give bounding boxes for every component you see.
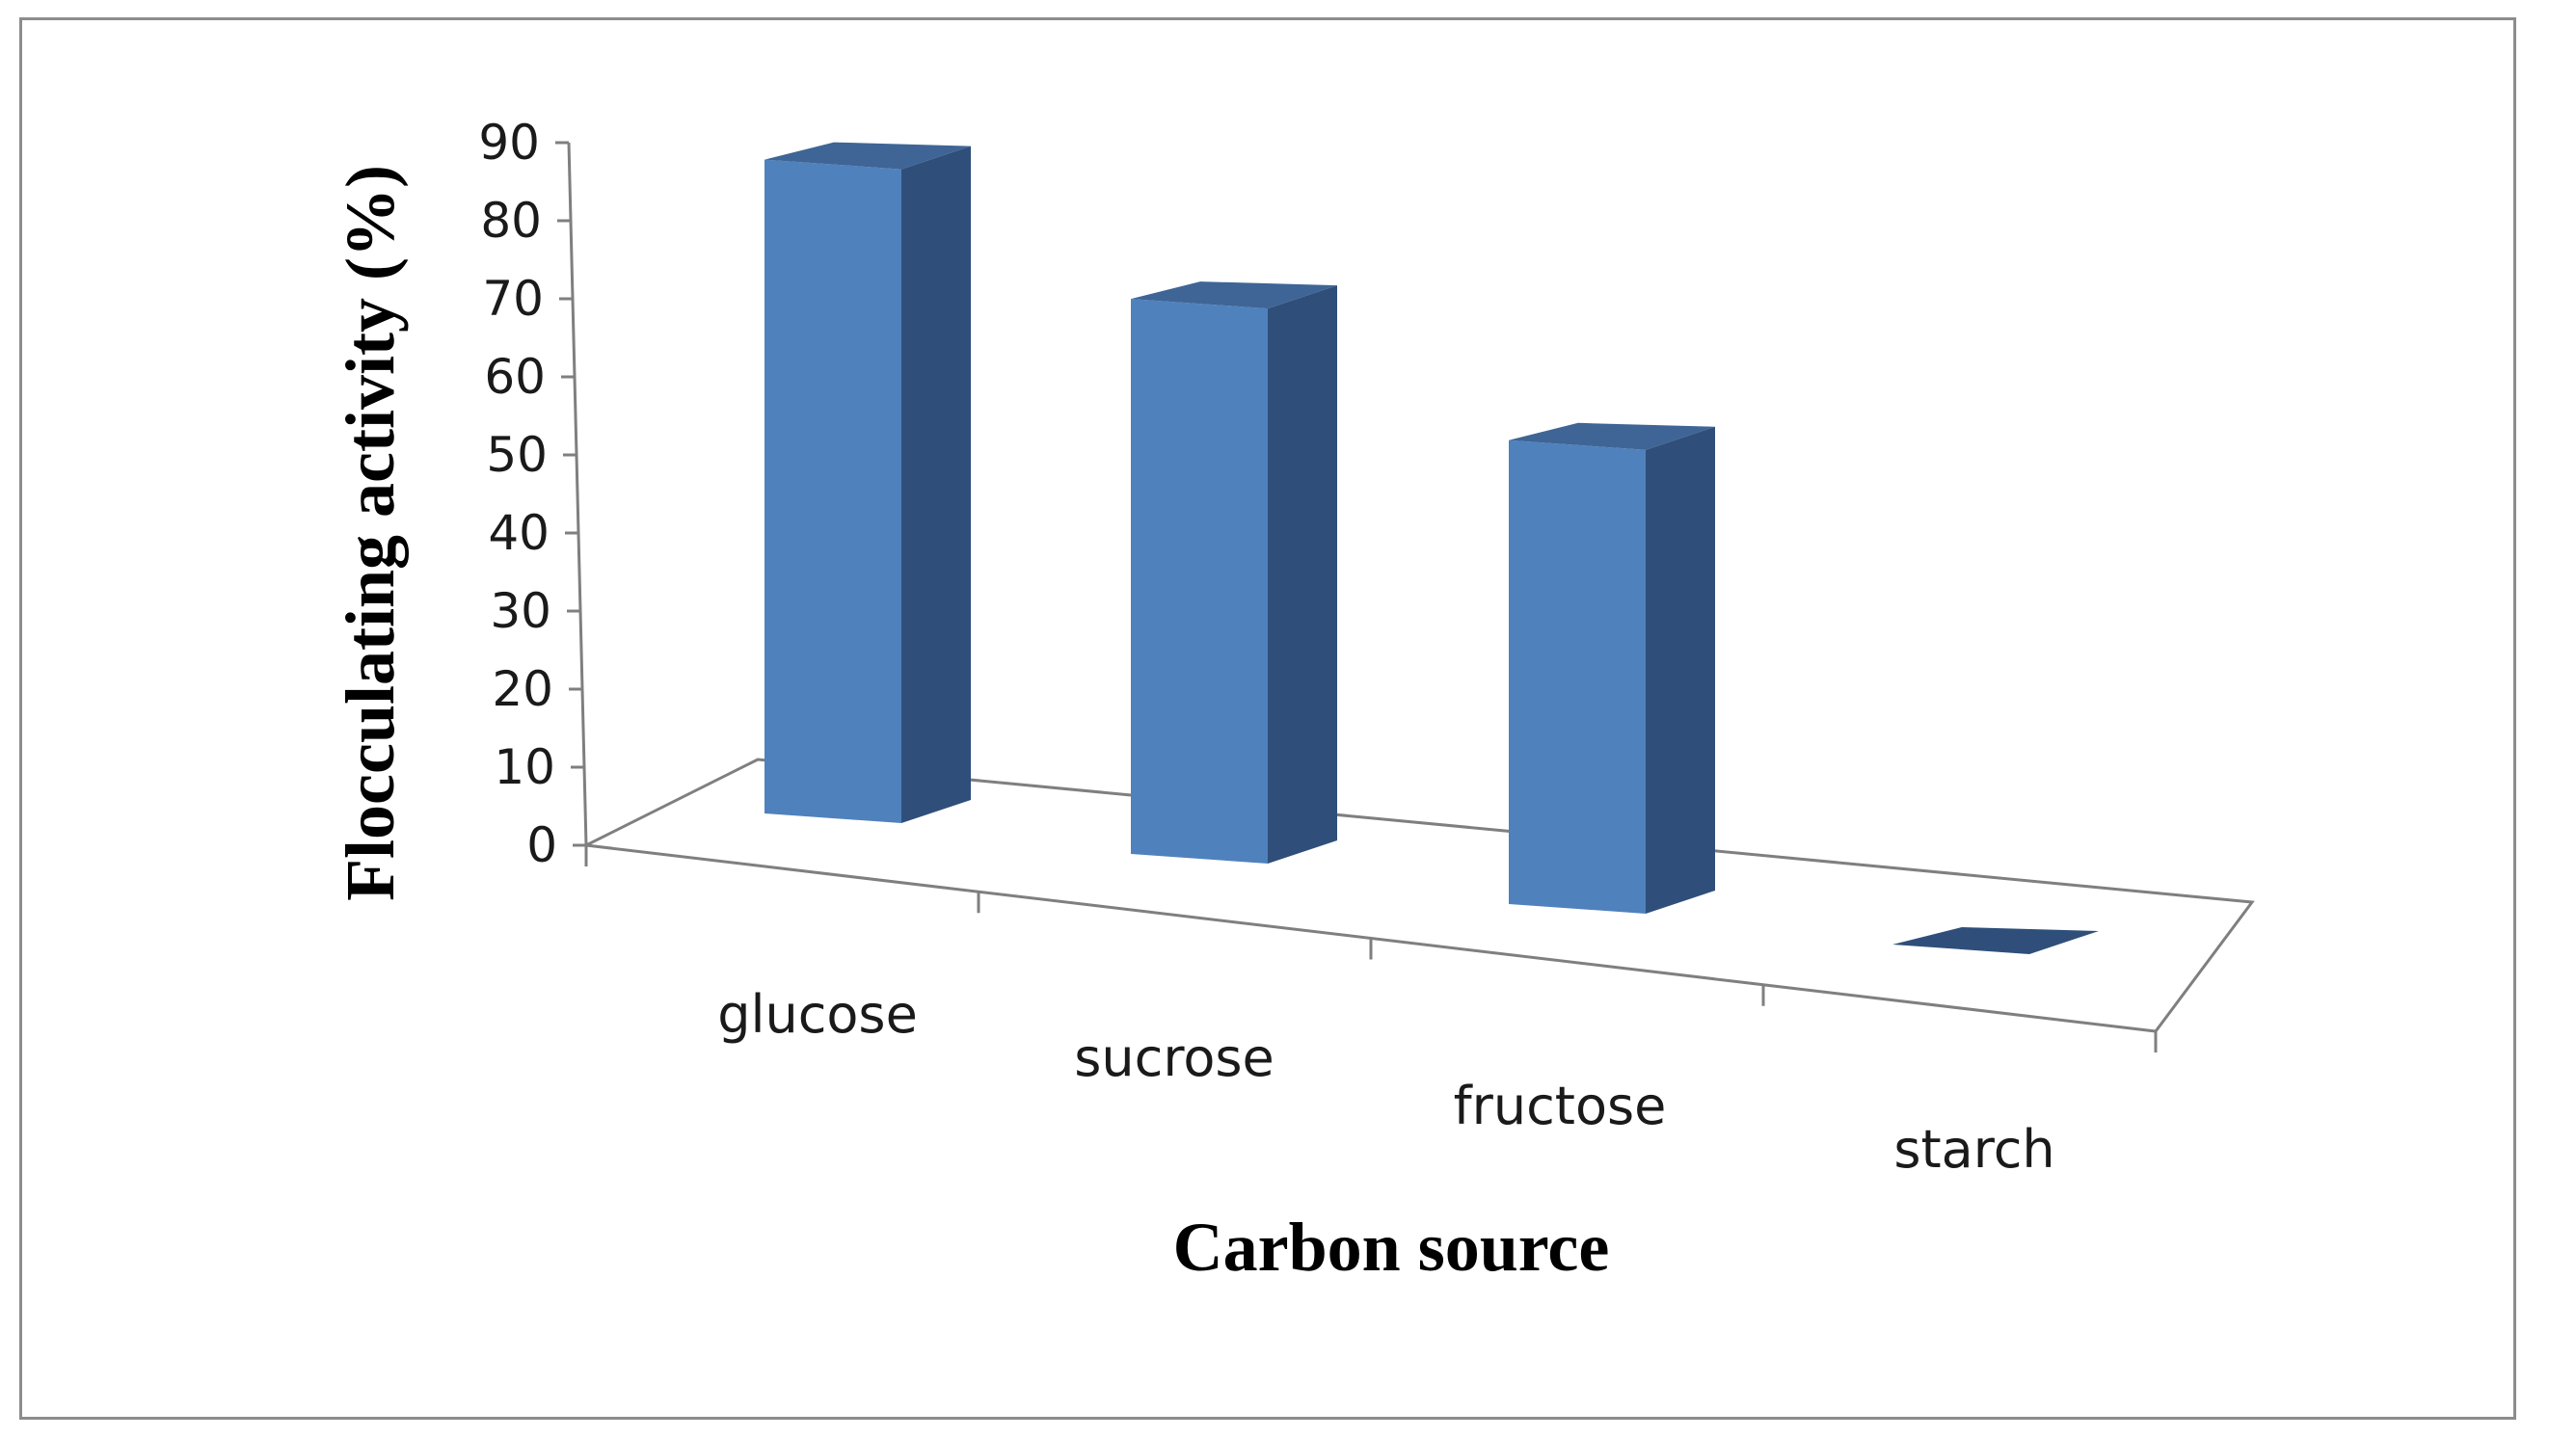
y-tick-label: 50 xyxy=(486,427,548,483)
y-tick-label: 60 xyxy=(484,349,546,405)
bar-front xyxy=(1131,299,1268,865)
bar-top xyxy=(1509,422,1715,450)
bar-top xyxy=(765,142,971,170)
y-tick-label: 10 xyxy=(494,739,555,795)
y-tick-label: 30 xyxy=(490,583,551,639)
bar-side xyxy=(1646,426,1715,914)
category-label: glucose xyxy=(717,984,918,1045)
y-tick-label: 40 xyxy=(488,505,550,561)
chart-frame: 0 10 20 30 40 50 60 70 80 90 glucose sucrose fructos… xyxy=(19,17,2516,1420)
bar-starch xyxy=(1892,927,2099,954)
floor-plane xyxy=(580,758,2255,1033)
x-axis-title: Carbon source xyxy=(1173,1209,1610,1286)
bar-side xyxy=(1268,285,1337,865)
category-label: starch xyxy=(1893,1119,2054,1180)
bars-layer xyxy=(765,142,2099,954)
chart-svg: 0 10 20 30 40 50 60 70 80 90 glucose sucrose fructos… xyxy=(332,115,2255,1286)
category-label: fructose xyxy=(1454,1076,1667,1136)
y-tick-label: 80 xyxy=(480,193,542,249)
bar-glucose xyxy=(765,142,971,824)
bar-front xyxy=(765,159,901,824)
bar-side xyxy=(901,146,971,824)
category-label: sucrose xyxy=(1074,1027,1274,1088)
axes-layer xyxy=(555,141,2255,1052)
bar-sucrose xyxy=(1131,281,1337,865)
bar-front xyxy=(1509,439,1646,914)
y-axis-line xyxy=(567,142,588,846)
bar-fructose xyxy=(1509,422,1715,914)
y-tick-label: 20 xyxy=(492,661,553,717)
bar-top xyxy=(1131,281,1337,309)
labels-layer: 0 10 20 30 40 50 60 70 80 90 glucose sucrose fructos… xyxy=(478,115,2054,1180)
y-axis-title: Flocculating activity (%) xyxy=(332,165,409,901)
bar-top xyxy=(1892,927,2099,954)
y-tick-label: 0 xyxy=(526,817,557,873)
y-tick-label: 90 xyxy=(478,115,540,171)
y-tick-label: 70 xyxy=(482,271,544,327)
